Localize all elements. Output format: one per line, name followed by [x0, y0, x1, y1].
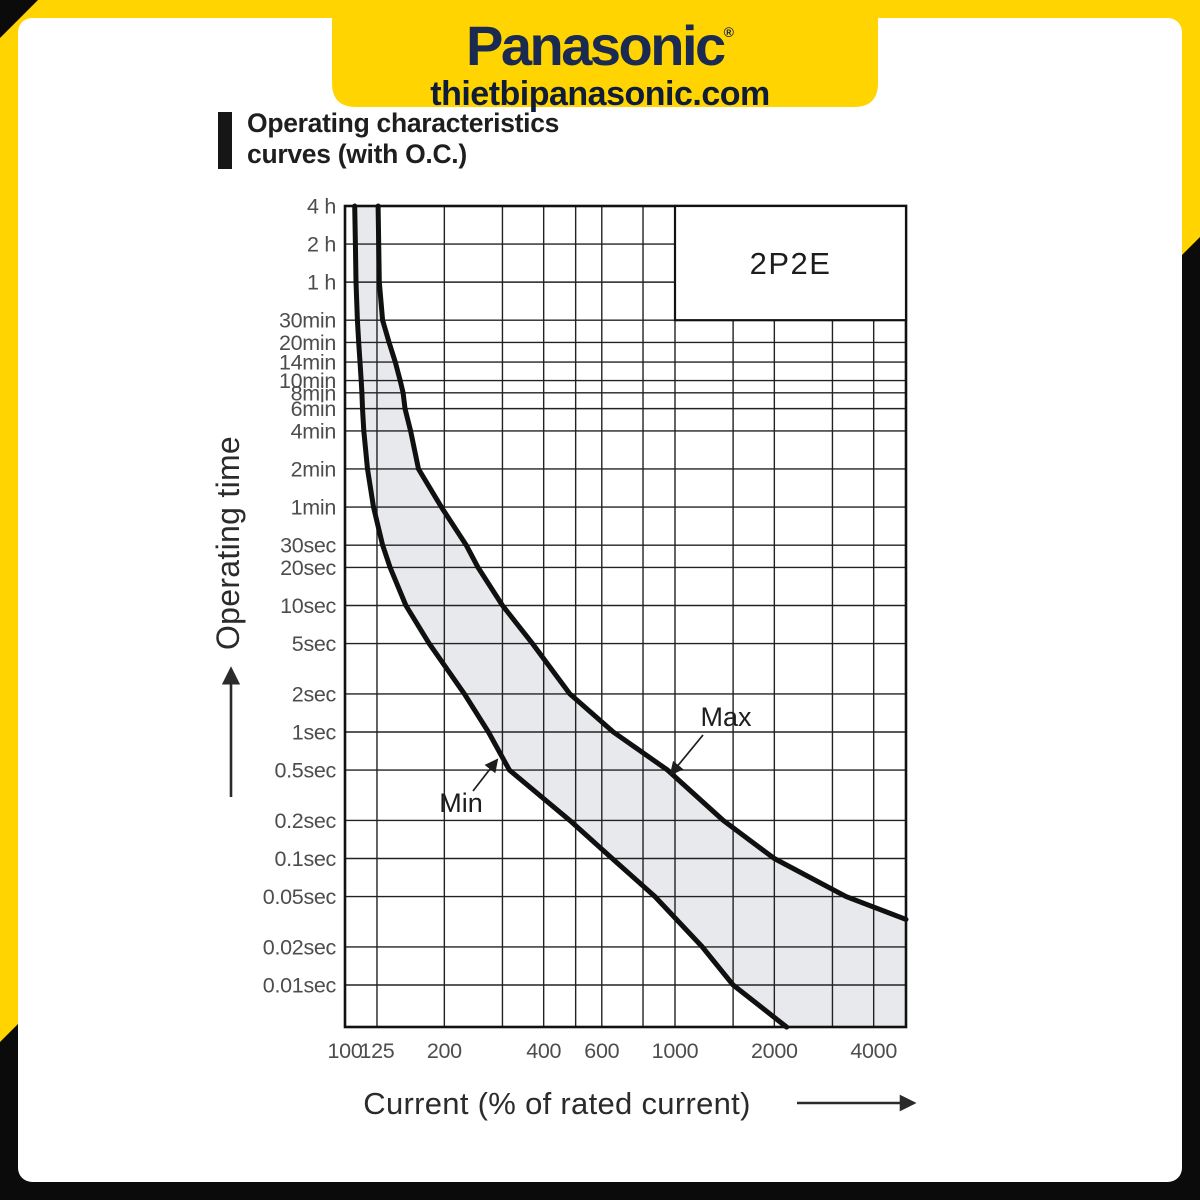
annotation-max-arrow-icon: [669, 734, 704, 776]
section-title-line2: curves (with O.C.): [247, 139, 467, 169]
y-tick-label: 5sec: [292, 632, 337, 656]
y-tick-label: 14min: [279, 351, 336, 375]
model-label: 2P2E: [750, 246, 832, 281]
y-tick-label: 2min: [291, 457, 336, 481]
y-tick-label: 2 h: [307, 233, 336, 257]
y-tick-label: 4 h: [307, 194, 336, 218]
section-title-bar: [218, 112, 232, 169]
x-tick-label: 100: [328, 1039, 363, 1063]
y-tick-label: 10sec: [280, 594, 336, 618]
y-tick-label: 1 h: [307, 271, 336, 295]
y-tick-label: 0.5sec: [274, 759, 336, 783]
y-tick-label: 30min: [279, 309, 336, 333]
y-tick-label: 20sec: [280, 556, 336, 580]
x-tick-label: 2000: [751, 1039, 798, 1063]
y-tick-label: 0.2sec: [274, 809, 336, 833]
y-tick-label: 20min: [279, 331, 336, 355]
panasonic-logo-text: Panasonic: [466, 14, 726, 77]
y-tick-label: 10min: [279, 369, 336, 393]
x-tick-label: 400: [526, 1039, 561, 1063]
section-title: Operating characteristics curves (with O…: [247, 108, 559, 170]
y-tick-label: 0.1sec: [274, 847, 336, 871]
y-tick-label: 0.05sec: [263, 885, 337, 909]
panasonic-logo: Panasonic®: [0, 4, 1200, 74]
y-tick-label: 1sec: [292, 721, 337, 745]
x-tick-label: 125: [359, 1039, 394, 1063]
registered-trademark-icon: ®: [723, 24, 734, 40]
y-tick-label: 0.01sec: [263, 974, 337, 998]
y-tick-label: 1min: [291, 496, 336, 520]
y-tick-label: 30sec: [280, 534, 336, 558]
plot-border: [343, 204, 908, 1029]
brand-block: Panasonic® thietbipanasonic.com: [0, 4, 1200, 113]
y-tick-label: 4min: [291, 419, 336, 443]
x-tick-label: 600: [584, 1039, 619, 1063]
y-axis-title: Operating time: [210, 436, 246, 650]
x-tick-label: 1000: [652, 1039, 699, 1063]
tolerance-band: [354, 206, 906, 1028]
y-tick-label: 8min: [291, 381, 336, 405]
x-tick-label: 200: [427, 1039, 462, 1063]
y-tick-label: 2sec: [292, 682, 337, 706]
annotation-min-label: Min: [439, 788, 483, 818]
x-tick-label: 4000: [850, 1039, 897, 1063]
min-curve: [352, 203, 790, 1030]
y-tick-label: 6min: [291, 397, 336, 421]
x-axis-title: Current (% of rated current): [363, 1086, 750, 1121]
max-curve: [375, 203, 909, 922]
brand-tab: [332, 0, 878, 107]
annotation-min-arrow-icon: [472, 758, 499, 792]
model-label-box: [673, 204, 908, 322]
y-tick-label: 0.02sec: [263, 935, 337, 959]
annotation-max-label: Max: [700, 702, 752, 732]
section-title-line1: Operating characteristics: [247, 108, 560, 138]
website-text: thietbipanasonic.com: [430, 75, 770, 113]
